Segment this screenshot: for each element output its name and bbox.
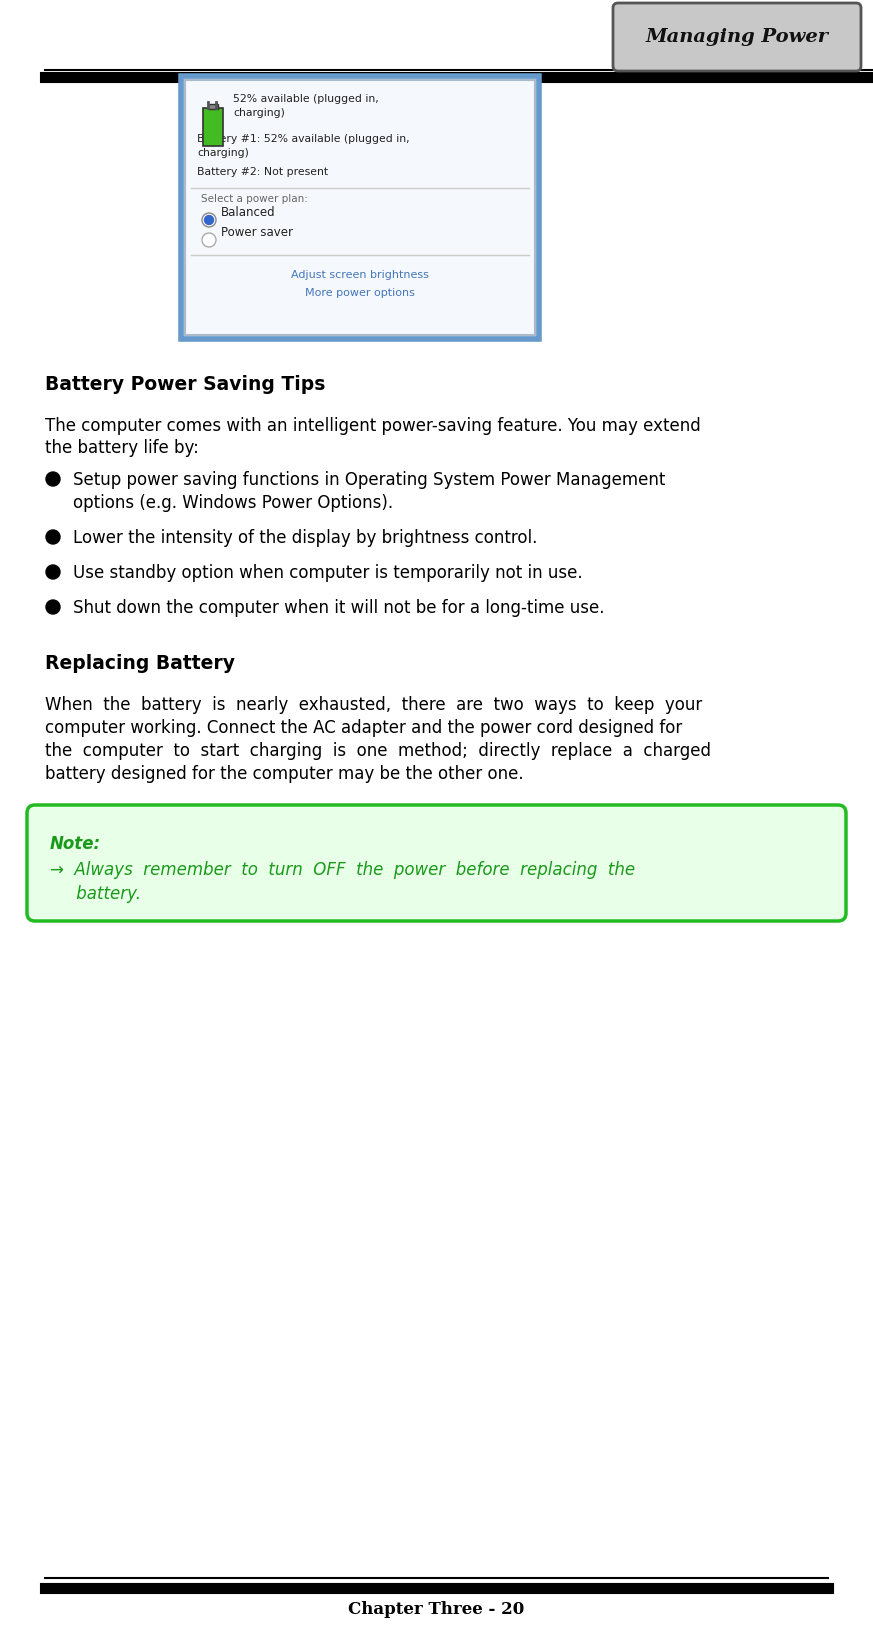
Text: battery designed for the computer may be the other one.: battery designed for the computer may be… <box>45 765 524 783</box>
Text: charging): charging) <box>197 147 249 157</box>
Text: battery.: battery. <box>50 885 141 903</box>
Text: Replacing Battery: Replacing Battery <box>45 654 235 673</box>
Text: Use standby option when computer is temporarily not in use.: Use standby option when computer is temp… <box>73 563 582 581</box>
Text: Lower the intensity of the display by brightness control.: Lower the intensity of the display by br… <box>73 529 538 547</box>
Circle shape <box>46 565 60 578</box>
Circle shape <box>202 213 216 228</box>
Text: Adjust screen brightness: Adjust screen brightness <box>291 270 429 280</box>
Text: Battery #1: 52% available (plugged in,: Battery #1: 52% available (plugged in, <box>197 134 409 144</box>
Text: 52% available (plugged in,: 52% available (plugged in, <box>233 93 379 103</box>
Text: charging): charging) <box>233 108 285 118</box>
FancyBboxPatch shape <box>613 3 861 70</box>
Text: Setup power saving functions in Operating System Power Management: Setup power saving functions in Operatin… <box>73 472 665 490</box>
Text: the  computer  to  start  charging  is  one  method;  directly  replace  a  char: the computer to start charging is one me… <box>45 742 711 760</box>
Text: →  Always  remember  to  turn  OFF  the  power  before  replacing  the: → Always remember to turn OFF the power … <box>50 862 636 880</box>
Bar <box>208 103 218 110</box>
Text: The computer comes with an intelligent power-saving feature. You may extend: The computer comes with an intelligent p… <box>45 418 701 436</box>
Circle shape <box>46 472 60 486</box>
FancyBboxPatch shape <box>27 804 846 921</box>
Text: computer working. Connect the AC adapter and the power cord designed for: computer working. Connect the AC adapter… <box>45 719 683 737</box>
FancyBboxPatch shape <box>181 75 539 339</box>
Text: Battery #2: Not present: Battery #2: Not present <box>197 167 328 177</box>
Text: Balanced: Balanced <box>221 206 276 219</box>
Circle shape <box>46 531 60 544</box>
Text: When  the  battery  is  nearly  exhausted,  there  are  two  ways  to  keep  you: When the battery is nearly exhausted, th… <box>45 696 702 714</box>
Text: Select a power plan:: Select a power plan: <box>201 193 308 205</box>
Text: the battery life by:: the battery life by: <box>45 439 199 457</box>
Circle shape <box>202 233 216 247</box>
Circle shape <box>204 216 214 224</box>
FancyBboxPatch shape <box>185 80 535 336</box>
Text: Battery Power Saving Tips: Battery Power Saving Tips <box>45 375 326 395</box>
Text: Managing Power: Managing Power <box>645 28 828 46</box>
Text: Power saver: Power saver <box>221 226 293 239</box>
Text: options (e.g. Windows Power Options).: options (e.g. Windows Power Options). <box>73 495 393 513</box>
Text: More power options: More power options <box>305 288 415 298</box>
Bar <box>203 108 223 146</box>
Text: Note:: Note: <box>50 835 101 853</box>
Text: Chapter Three - 20: Chapter Three - 20 <box>348 1602 525 1618</box>
Circle shape <box>46 600 60 614</box>
Text: Shut down the computer when it will not be for a long-time use.: Shut down the computer when it will not … <box>73 600 604 618</box>
